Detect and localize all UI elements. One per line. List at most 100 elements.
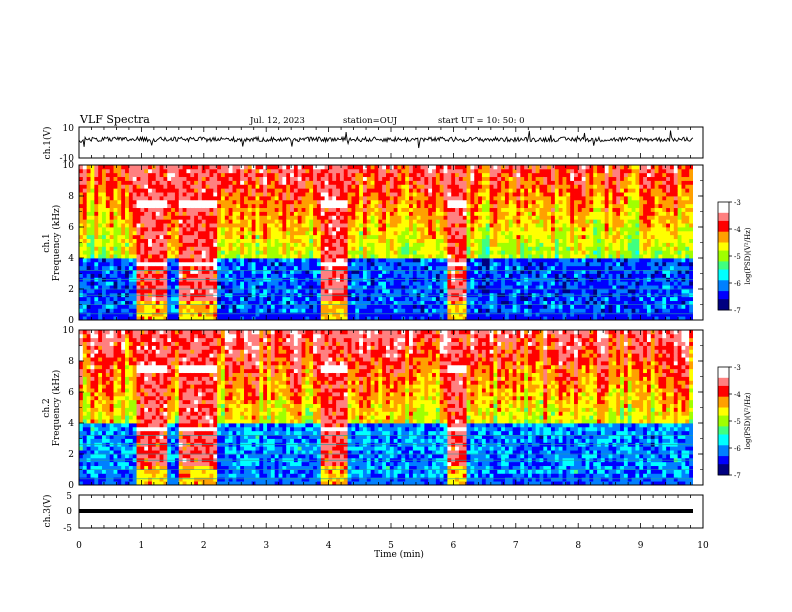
spectrogram-cell	[316, 316, 322, 321]
spectrogram-cell	[493, 308, 498, 313]
spectrogram-cell	[355, 285, 360, 290]
spectrogram-cell	[409, 316, 414, 321]
spectrogram-cell	[309, 289, 314, 294]
spectrogram-cell	[478, 203, 483, 209]
spectrogram-cell	[255, 246, 260, 251]
spectrogram-cell	[443, 250, 448, 255]
spectrogram-cell	[82, 246, 88, 251]
spectrogram-cell	[148, 234, 153, 240]
spectrogram-cell	[420, 176, 425, 181]
spectrogram-cell	[90, 165, 95, 170]
spectrogram-cell	[79, 316, 84, 321]
spectrogram-cell	[98, 165, 103, 170]
spectrogram-cell	[201, 230, 207, 236]
spectrogram-cell	[159, 230, 164, 236]
spectrogram-cell	[148, 242, 153, 247]
spectrogram-cell	[155, 242, 160, 247]
spectrogram-cell	[428, 273, 433, 278]
spectrogram-cell	[117, 176, 122, 181]
spectrogram-cell	[163, 192, 168, 197]
spectrogram-cell	[220, 203, 226, 209]
spectrogram-cell	[512, 250, 517, 255]
spectrogram-cell	[94, 242, 99, 247]
spectrogram-cell	[197, 246, 203, 251]
spectrogram-cell	[297, 250, 302, 255]
spectrogram-cell	[136, 176, 141, 181]
spectrogram-cell	[290, 184, 295, 189]
spectrogram-cell	[282, 215, 287, 220]
spectrogram-cell	[504, 316, 510, 321]
spectrogram-cell	[351, 265, 356, 271]
spectrogram-cell	[324, 184, 329, 189]
spectrogram-cell	[343, 203, 349, 209]
spectrogram-cell	[362, 265, 368, 271]
spectrogram-cell	[94, 188, 99, 193]
spectrogram-cell	[435, 196, 441, 201]
spectrogram-cell	[155, 203, 160, 209]
spectrogram-cell	[432, 172, 437, 178]
spectrogram-cell	[412, 265, 418, 271]
spectrogram-cell	[447, 203, 452, 209]
spectrogram-cell	[255, 188, 260, 193]
spectrogram-cell	[148, 296, 153, 302]
spectrogram-cell	[267, 281, 272, 286]
spectrogram-cell	[328, 308, 333, 313]
spectrogram-cell	[397, 199, 402, 205]
spectrogram-cell	[531, 246, 537, 251]
spectrogram-cell	[205, 289, 210, 294]
spectrogram-cell	[339, 168, 345, 174]
spectrogram-cell	[197, 165, 203, 170]
spectrogram-cell	[244, 285, 249, 290]
spectrogram-cell	[416, 203, 421, 209]
spectrogram-cell	[474, 312, 479, 317]
spectrogram-cell	[86, 215, 91, 220]
spectrogram-cell	[359, 176, 364, 181]
spectrogram-cell	[228, 269, 233, 274]
spectrogram-cell	[171, 300, 176, 305]
spectrogram-cell	[151, 196, 157, 201]
spectrogram-cell	[205, 227, 210, 232]
start-ut-label: start UT = 10: 50: 0	[438, 116, 525, 126]
spectrogram-cell	[98, 215, 103, 220]
spectrogram-cell	[527, 250, 533, 255]
spectrogram-cell	[481, 281, 487, 286]
spectrogram-cell	[374, 246, 379, 251]
spectrogram-cell	[102, 246, 107, 251]
spectrogram-cell	[362, 316, 368, 321]
spectrogram-cell	[163, 250, 168, 255]
spectrogram-cell	[520, 165, 525, 170]
spectrogram-cell	[366, 308, 372, 313]
spectrogram-cell	[255, 250, 260, 255]
spectrogram-cell	[451, 312, 456, 317]
spectrogram-cell	[98, 304, 103, 309]
spectrogram-cell	[224, 281, 230, 286]
spectrogram-cell	[524, 281, 529, 286]
spectrogram-cell	[90, 289, 95, 294]
spectrogram-cell	[163, 242, 168, 247]
spectrogram-cell	[278, 165, 283, 170]
spectrogram-cell	[485, 184, 491, 189]
spectrogram-cell	[313, 165, 318, 170]
spectrogram-cell	[174, 273, 180, 278]
spectrogram-cell	[171, 219, 176, 224]
spectrogram-cell	[297, 254, 302, 259]
spectrogram-cell	[336, 188, 341, 193]
spectrogram-cell	[155, 172, 160, 178]
spectrogram-cell	[125, 165, 130, 170]
spectrogram-cell	[220, 246, 226, 251]
spectrogram-cell	[374, 223, 379, 228]
spectrogram-cell	[125, 211, 130, 216]
spectrogram-cell	[224, 269, 230, 274]
spectrogram-cell	[155, 308, 160, 313]
spectrogram-cell	[171, 250, 176, 255]
spectrogram-cell	[455, 234, 460, 240]
spectrogram-cell	[359, 203, 364, 209]
spectrogram-cell	[224, 265, 230, 271]
spectrogram-cell	[439, 192, 444, 197]
spectrogram-cell	[435, 211, 441, 216]
spectrogram-cell	[504, 234, 510, 240]
spectrogram-cell	[405, 246, 410, 251]
spectrogram-cell	[366, 199, 372, 205]
spectrogram-cell	[297, 269, 302, 274]
spectrogram-cell	[531, 304, 537, 309]
